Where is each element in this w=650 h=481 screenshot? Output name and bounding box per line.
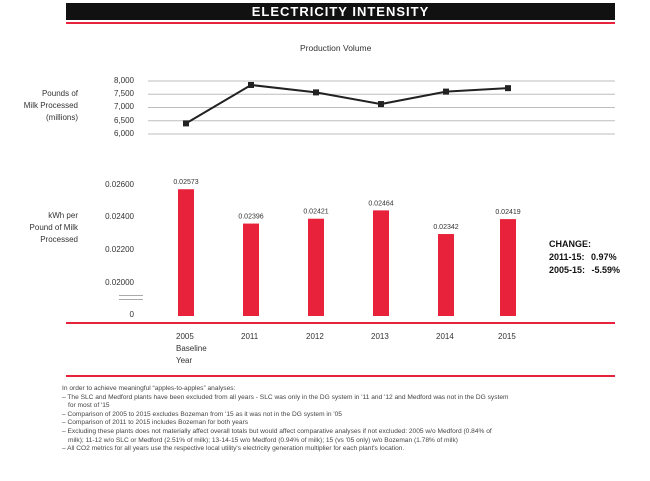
line-ytick: 8,000 (113, 76, 134, 85)
x-label: 2005 (176, 332, 194, 341)
change-row-2005-15: 2005-15: -5.59% (549, 264, 620, 277)
bar-data-label: 0.02573 (173, 179, 198, 186)
line-ytick: 6,000 (113, 129, 134, 138)
bar-ytick: 0.02200 (105, 245, 134, 254)
line-marker (505, 85, 511, 92)
line-ytick: 7,000 (113, 102, 134, 111)
footnotes: In order to achieve meaningful “apples-t… (62, 385, 622, 454)
line-marker (248, 81, 254, 88)
axis-break-mark (119, 299, 143, 300)
bar (308, 218, 324, 316)
line-marker (378, 101, 384, 108)
change-box: CHANGE: 2011-15: 0.97% 2005-15: -5.59% (549, 238, 620, 277)
bar-ylabel-1: kWh per (48, 211, 78, 220)
line-marker (313, 89, 319, 96)
bar-data-label: 0.02419 (495, 209, 520, 216)
line-marker (443, 88, 449, 95)
bar-data-label: 0.02396 (238, 214, 263, 221)
x-label: 2011 (241, 332, 259, 341)
bar-data-label: 0.02421 (303, 209, 328, 216)
bar-data-label: 0.02342 (433, 224, 458, 231)
line-ylabel-1: Pounds of (41, 89, 78, 98)
note-line: In order to achieve meaningful “apples-t… (62, 385, 236, 392)
bar-baseline (66, 322, 615, 324)
change-value: 0.97% (591, 252, 617, 262)
bar-ylabel-3: Processed (40, 235, 78, 244)
line-ytick: 7,500 (113, 89, 134, 98)
line-ylabel-3: (millions) (46, 113, 78, 122)
change-label: 2005-15: (549, 265, 586, 275)
note-line: milk); 11-12 w/o SLC or Medford (2.51% o… (68, 436, 458, 444)
x-label: 2013 (371, 332, 389, 341)
header-rule (66, 22, 615, 24)
note-line: – Excluding these plants does not materi… (62, 427, 492, 435)
bar-ytick: 0 (129, 310, 134, 319)
x-label: 2015 (498, 332, 516, 341)
baseline-label: Baseline Year (176, 343, 207, 367)
production-line (185, 83, 509, 125)
line-marker (183, 120, 189, 127)
line-chart-title: Production Volume (300, 43, 372, 53)
bar-ylabel-2: Pound of Milk (29, 223, 78, 232)
bar-chart-ylabel: kWh per Pound of Milk Processed (8, 210, 78, 246)
bar (373, 210, 389, 316)
bar-ytick: 0.02600 (105, 180, 134, 189)
bar-ytick: 0.02400 (105, 212, 134, 221)
change-value: -5.59% (591, 265, 621, 275)
x-label: 2012 (306, 332, 324, 341)
note-line: – All CO2 metrics for all years use the … (62, 445, 405, 453)
bar-data-label: 0.02464 (368, 200, 393, 207)
change-label: 2011-15: (549, 252, 585, 262)
line-ylabel-2: Milk Processed (23, 101, 78, 110)
baseline-line-2: Year (176, 356, 193, 365)
bar-ytick: 0.02000 (105, 278, 134, 287)
axis-break-mark (119, 295, 143, 296)
bar (243, 223, 259, 316)
line-ytick: 6,500 (113, 116, 134, 125)
note-line: for most of '15 (68, 402, 110, 410)
line-chart-ylabel: Pounds of Milk Processed (millions) (8, 88, 78, 124)
note-line: – The SLC and Medford plants have been e… (62, 393, 509, 401)
bar (178, 189, 194, 316)
x-label: 2014 (436, 332, 454, 341)
bar (438, 234, 454, 316)
page-title: ELECTRICITY INTENSITY (66, 3, 615, 20)
bar (500, 219, 516, 316)
change-row-2011-15: 2011-15: 0.97% (549, 251, 620, 264)
change-heading: CHANGE: (549, 239, 591, 249)
note-line: – Comparison of 2011 to 2015 includes Bo… (62, 419, 249, 427)
baseline-line-1: Baseline (176, 344, 207, 353)
footer-rule (66, 375, 615, 377)
note-line: – Comparison of 2005 to 2015 excludes Bo… (62, 410, 342, 418)
